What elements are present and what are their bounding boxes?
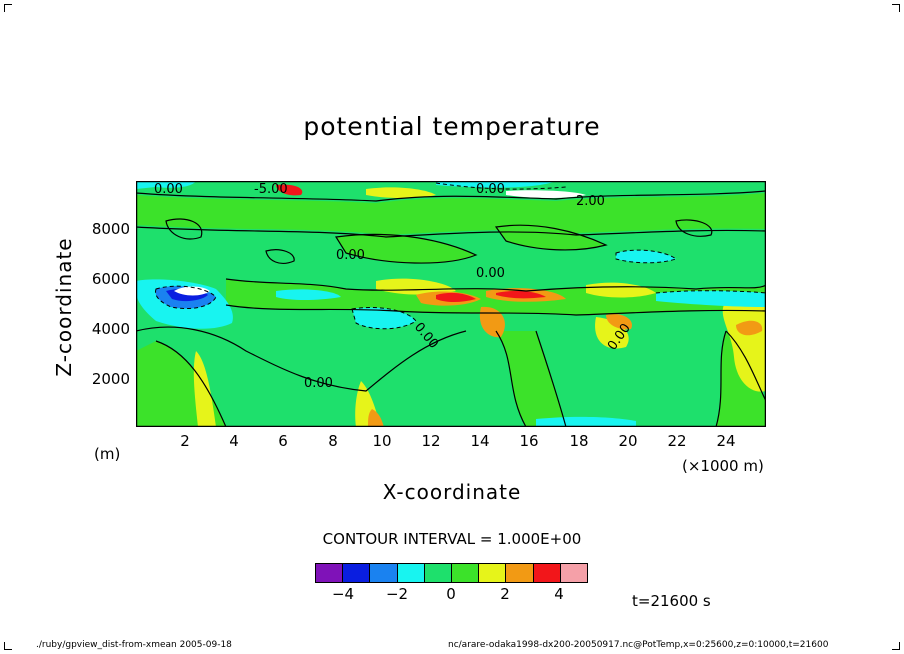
contour-label: 2.00 xyxy=(576,194,605,209)
y-tick-label: 6000 xyxy=(91,270,130,288)
chart-title: potential temperature xyxy=(303,112,601,141)
x-axis-unit: (×1000 m) xyxy=(682,457,764,475)
contour-lines xyxy=(136,190,766,427)
contour-label: 0.00 xyxy=(476,266,505,281)
footer-right-text: nc/arare-odaka1998-dx200-20050917.nc@Pot… xyxy=(448,640,829,650)
y-tick-label: 8000 xyxy=(91,220,130,238)
contour-label: 0.00 xyxy=(336,248,365,263)
contour-interval-text: CONTOUR INTERVAL = 1.000E+00 xyxy=(322,530,582,548)
colorbar-swatch xyxy=(397,564,425,582)
contour-label: -5.00 xyxy=(254,182,288,197)
x-tick-label: 8 xyxy=(328,432,338,450)
field-patch-yellow xyxy=(366,187,436,198)
field-patch-cyan xyxy=(352,307,416,329)
y-tick-label: 2000 xyxy=(91,370,130,388)
field-patch-cyan xyxy=(136,181,196,189)
contour-label: 0.00 xyxy=(304,376,333,391)
time-label: t=21600 s xyxy=(632,592,711,610)
x-tick-label: 14 xyxy=(470,432,490,450)
field-patch-orange xyxy=(606,313,632,330)
field-patch-cyan xyxy=(656,290,766,307)
y-tick-label: 4000 xyxy=(91,320,130,338)
x-tick-label: 10 xyxy=(372,432,392,450)
corner-mark-bottom-right xyxy=(892,642,900,650)
x-tick-label: 20 xyxy=(618,432,638,450)
colorbar-tick-label: −2 xyxy=(385,585,409,603)
field-patch xyxy=(336,234,476,264)
field-patch-orange xyxy=(368,409,384,427)
field-patch-cyan xyxy=(616,250,676,263)
field-patch-white xyxy=(506,190,586,198)
colorbar-swatch xyxy=(533,564,561,582)
field-patch-white xyxy=(174,286,210,296)
colorbar-tick-label: 2 xyxy=(500,585,510,603)
x-tick-label: 18 xyxy=(569,432,589,450)
corner-mark-top-left xyxy=(4,4,12,12)
colorbar-swatch xyxy=(452,564,480,582)
colorbar-tick-label: −4 xyxy=(331,585,355,603)
field-patch-yellow xyxy=(595,317,629,349)
x-tick-label: 24 xyxy=(716,432,736,450)
colorbar-swatch xyxy=(560,564,588,582)
plot-frame xyxy=(136,181,766,427)
field-patch-red xyxy=(496,290,546,299)
colorbar-swatch xyxy=(424,564,453,582)
field-patch xyxy=(496,225,606,250)
contour-lines-negative xyxy=(155,182,766,330)
contour-label: 0.00 xyxy=(154,182,183,197)
field-patch-cyan xyxy=(276,289,341,300)
footer-left-text: ./ruby/gpview_dist-from-xmean 2005-09-18 xyxy=(36,640,232,650)
field-patch-yellow xyxy=(193,351,216,427)
field-patch xyxy=(496,331,566,427)
contour-label: 0.00 xyxy=(476,182,505,197)
field-band-upper xyxy=(136,193,766,235)
y-axis-unit: (m) xyxy=(94,445,121,463)
x-tick-label: 12 xyxy=(421,432,441,450)
y-axis-label: Z-coordinate xyxy=(52,237,76,377)
x-tick-label: 22 xyxy=(667,432,687,450)
field-patch-yellow xyxy=(722,296,766,392)
field-patch-red xyxy=(436,292,476,302)
field-patch-orange xyxy=(736,320,763,336)
x-tick-label: 4 xyxy=(229,432,239,450)
field-patch-red xyxy=(276,184,303,196)
x-tick-label: 6 xyxy=(278,432,288,450)
colorbar-swatch xyxy=(316,564,344,582)
x-tick-label: 16 xyxy=(519,432,539,450)
colorbar-swatch xyxy=(479,564,507,582)
colorbar-tick-label: 4 xyxy=(554,585,564,603)
colorbar xyxy=(315,563,588,583)
colorbar-swatch xyxy=(370,564,398,582)
contour-plot: 0.00 0.00 0.00 0.00 0.00 0.00 0.00 -5.00… xyxy=(136,181,766,427)
corner-mark-bottom-left xyxy=(4,642,12,650)
field-patch-yellow xyxy=(376,278,456,295)
corner-mark-top-right xyxy=(892,4,900,12)
field-patch-cyan xyxy=(536,416,636,427)
colorbar-swatch xyxy=(506,564,534,582)
x-axis-label: X-coordinate xyxy=(382,480,522,504)
colorbar-tick-label: 0 xyxy=(446,585,456,603)
colorbar-swatch xyxy=(343,564,371,582)
field-patch-cyan xyxy=(436,181,556,188)
field-patch-orange xyxy=(479,306,505,338)
x-tick-label: 2 xyxy=(180,432,190,450)
